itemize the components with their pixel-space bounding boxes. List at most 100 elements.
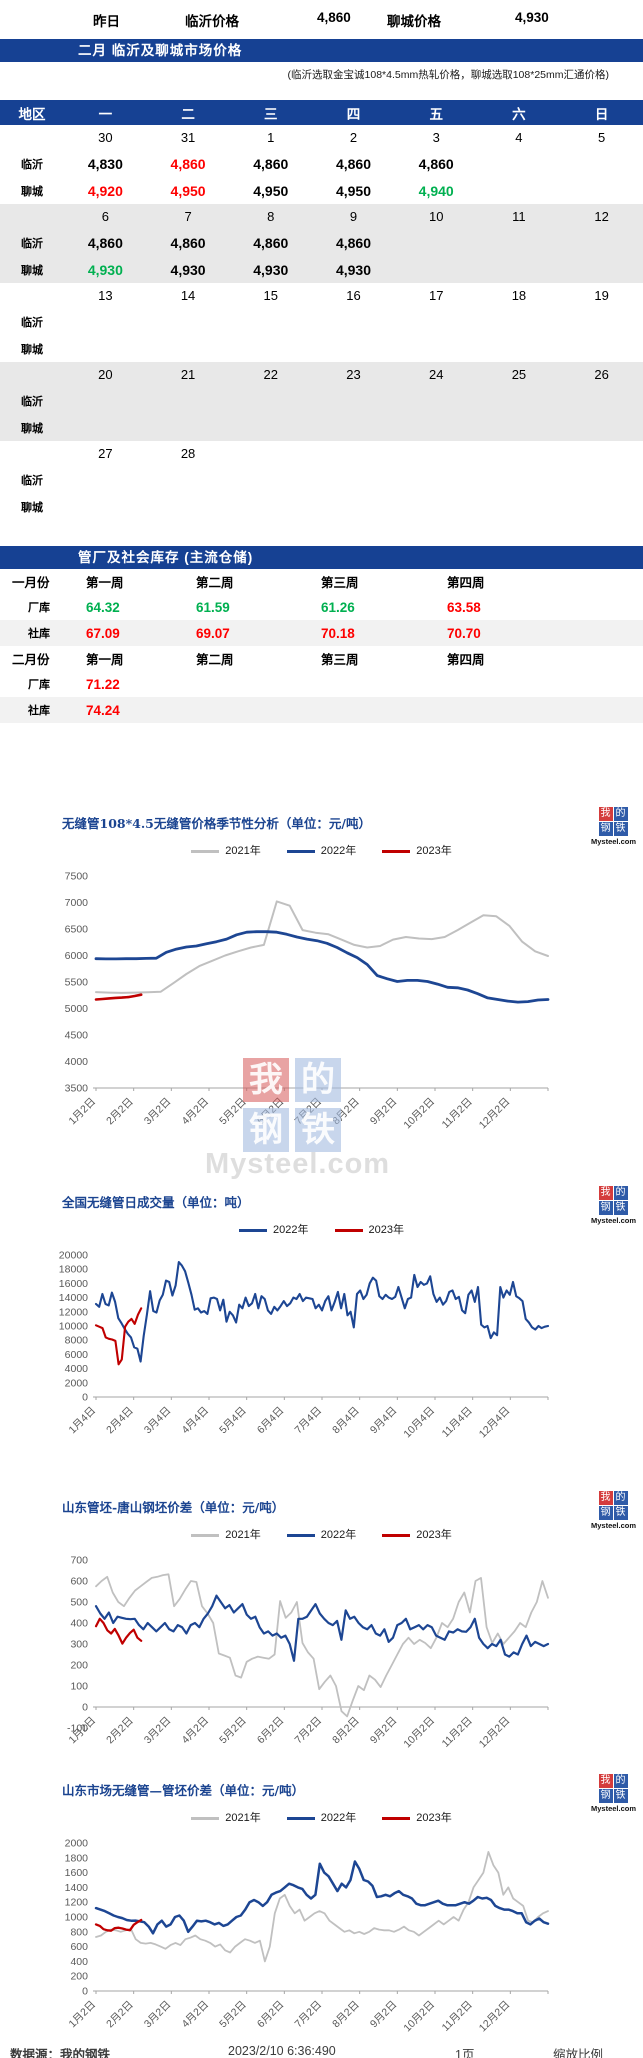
price-cell: 4,860 <box>170 234 206 251</box>
calendar-date-cell: 8 <box>267 209 275 224</box>
svg-text:9月2日: 9月2日 <box>368 1096 400 1128</box>
svg-text:1000: 1000 <box>65 1912 89 1924</box>
price-cell: 4,940 <box>418 182 454 199</box>
calendar-date-cell: 5 <box>598 130 606 145</box>
zoom-label: 缩放比例 <box>553 2048 604 2058</box>
calendar-date-row: 30 31 1 2 3 4 5 <box>0 125 643 150</box>
calendar-date-cell: 4 <box>515 130 523 145</box>
liaocheng-row-label: 聊城 <box>21 421 43 435</box>
mysteel-logo-grid: 我的钢铁 <box>591 1186 635 1215</box>
legend-item: 2022年 <box>286 842 357 858</box>
weekday-header: 六 <box>512 106 526 122</box>
calendar-date-cell: 26 <box>594 367 609 382</box>
svg-text:6月2日: 6月2日 <box>255 1715 287 1747</box>
calendar-date-cell: 14 <box>180 288 196 303</box>
svg-text:700: 700 <box>70 1555 88 1567</box>
watermark-char: 钢 <box>243 1108 289 1152</box>
inventory-value: 71.22 <box>86 676 120 692</box>
inventory-month-header: 二月份 第一周 第二周 第三周 第四周 <box>0 646 643 671</box>
svg-text:100: 100 <box>70 1681 88 1693</box>
price-cell: 4,860 <box>87 234 123 251</box>
svg-text:7000: 7000 <box>65 897 89 909</box>
legend-item: 2023年 <box>382 842 452 858</box>
legend-item: 2021年 <box>191 1809 261 1825</box>
svg-text:600: 600 <box>70 1576 88 1588</box>
svg-text:12月2日: 12月2日 <box>477 1096 513 1132</box>
logo-char: 的 <box>613 1774 628 1788</box>
liaocheng-row-label: 聊城 <box>21 500 43 514</box>
logo-char: 我 <box>598 807 613 821</box>
svg-text:8月2日: 8月2日 <box>330 1715 362 1747</box>
chart-title: 山东管坯-唐山钢坯价差（单位：元/吨） <box>62 1500 285 1515</box>
page-indicator: 1页 <box>455 2048 475 2058</box>
calendar-date-cell: 24 <box>428 367 444 382</box>
inventory-value: 67.09 <box>86 625 120 641</box>
inventory-value: 61.26 <box>321 599 355 615</box>
calendar-date-cell: 13 <box>98 288 113 303</box>
svg-text:200: 200 <box>70 1971 88 1983</box>
legend-swatch <box>286 849 315 853</box>
legend-label: 2023年 <box>416 1812 452 1824</box>
social-stock-label: 社库 <box>28 704 50 717</box>
svg-text:11月4日: 11月4日 <box>440 1405 475 1440</box>
calendar-price-row: 临沂 4,830 4,860 4,860 4,860 4,860 <box>0 150 643 177</box>
svg-text:10月2日: 10月2日 <box>401 1096 437 1132</box>
svg-text:3月4日: 3月4日 <box>142 1405 174 1437</box>
svg-text:3月2日: 3月2日 <box>142 1715 174 1747</box>
svg-text:4月2日: 4月2日 <box>180 1096 212 1128</box>
yesterday-summary: 昨日 临沂价格 4,860 聊城价格 4,930 <box>0 6 643 32</box>
calendar-week: 13 14 15 16 17 18 19 临沂 聊城 <box>0 283 643 362</box>
svg-text:2月2日: 2月2日 <box>104 1096 136 1128</box>
svg-text:10月2日: 10月2日 <box>401 1715 437 1751</box>
svg-text:4500: 4500 <box>65 1030 89 1042</box>
calendar-week: 6 7 8 9 10 11 12 临沂 4,860 4,860 4,860 4,860 聊城 4,930 4… <box>0 204 643 283</box>
svg-text:1月4日: 1月4日 <box>67 1405 99 1437</box>
price-note: (临沂选取金宝诚108*4.5mm热轧价格，聊城选取108*25mm汇通价格) <box>287 69 609 81</box>
week-column-header: 第二周 <box>196 652 234 667</box>
logo-char: 铁 <box>613 1789 628 1803</box>
calendar-week: 27 28 临沂 聊城 <box>0 441 643 520</box>
price-cell: 4,830 <box>87 155 123 172</box>
calendar-price-row: 聊城 4,930 4,930 4,930 4,930 <box>0 256 643 283</box>
calendar-date-cell: 3 <box>432 130 440 145</box>
svg-text:0: 0 <box>82 1702 88 1714</box>
factory-stock-label: 厂库 <box>28 678 50 691</box>
inventory-row: 厂库 71.22 <box>0 671 643 697</box>
svg-text:2月2日: 2月2日 <box>104 1999 136 2031</box>
inventory-value: 74.24 <box>86 702 120 718</box>
calendar-week: 20 21 22 23 24 25 26 临沂 聊城 <box>0 362 643 441</box>
linyi-row-label: 临沂 <box>21 315 43 329</box>
logo-char: 的 <box>613 1491 628 1505</box>
svg-text:16000: 16000 <box>59 1278 88 1290</box>
legend-swatch <box>286 1816 315 1820</box>
price-cell: 4,930 <box>170 261 206 278</box>
svg-text:5500: 5500 <box>65 977 89 989</box>
logo-char: 铁 <box>613 1201 628 1215</box>
chart-legend: 2021年 2022年 2023年 <box>0 1526 643 1542</box>
svg-text:11月2日: 11月2日 <box>440 1999 475 2034</box>
calendar-date-cell: 30 <box>98 130 113 145</box>
legend-label: 2023年 <box>416 1529 452 1541</box>
calendar-date-cell: 2 <box>349 130 358 145</box>
linyi-row-label: 临沂 <box>21 236 43 250</box>
inventory-value: 64.32 <box>86 599 120 615</box>
svg-text:4000: 4000 <box>65 1363 89 1375</box>
svg-text:2月4日: 2月4日 <box>104 1405 136 1437</box>
inventory-value: 69.07 <box>196 625 230 641</box>
svg-text:6月4日: 6月4日 <box>255 1405 287 1437</box>
inventory-value: 63.58 <box>447 599 481 615</box>
legend-label: 2022年 <box>320 845 357 857</box>
calendar-date-row: 20 21 22 23 24 25 26 <box>0 362 643 387</box>
legend-swatch <box>191 1533 220 1537</box>
calendar-date-cell: 25 <box>511 367 527 382</box>
legend-item: 2022年 <box>286 1526 356 1542</box>
svg-text:1800: 1800 <box>65 1852 89 1864</box>
price-calendar: 地区一二三四五六日 30 31 1 2 3 4 5 临沂 4,830 4,860 4,860 4,86… <box>0 100 643 520</box>
chart-legend: 2021年 2022年 2023年 <box>0 842 643 858</box>
svg-text:5月4日: 5月4日 <box>217 1405 249 1437</box>
legend-swatch <box>382 1816 411 1820</box>
svg-text:20000: 20000 <box>59 1250 88 1262</box>
calendar-price-row: 聊城 <box>0 493 643 520</box>
